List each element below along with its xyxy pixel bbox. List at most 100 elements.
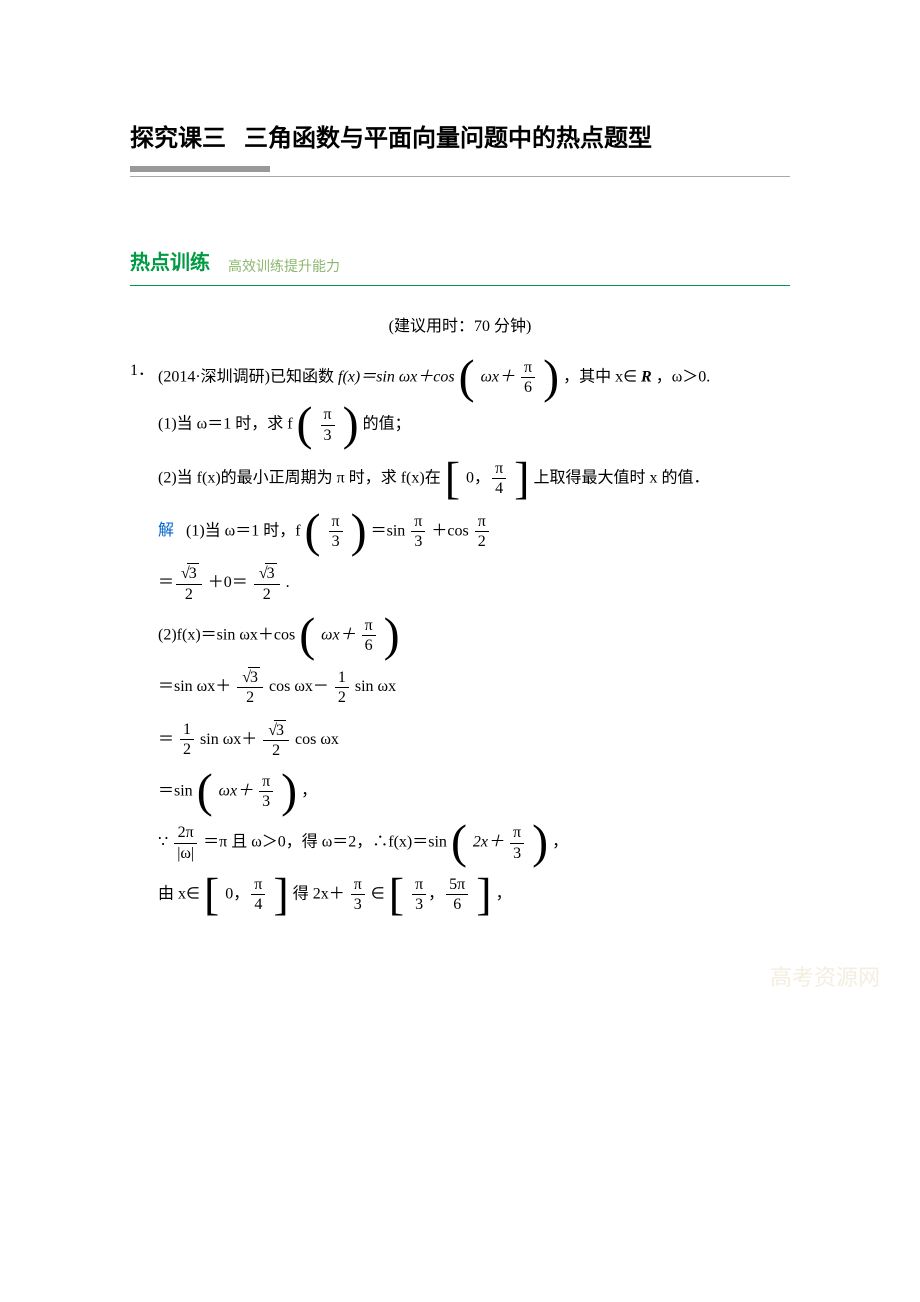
title-main: 三角函数与平面向量问题中的热点题型 <box>244 120 652 158</box>
watermark: 高考资源网 <box>770 960 880 995</box>
stem-b: ，其中 x∈ <box>563 368 637 385</box>
title-underline-thin <box>130 176 790 177</box>
denom: 3 <box>321 426 335 445</box>
sqrt-icon: 3 <box>266 720 286 740</box>
plus-zero: ＋0＝ <box>208 574 248 591</box>
section-label: 热点训练 <box>130 247 210 279</box>
paren-group: ( π 3 ) <box>305 512 367 551</box>
denom: 3 <box>259 792 273 811</box>
right-bracket-icon: ] <box>273 868 288 919</box>
problem-number: 1． <box>130 358 158 926</box>
frac-pi-3: π 3 <box>329 512 343 551</box>
bracket-group: [ 0， π 4 ] <box>445 459 530 498</box>
left-bracket-icon: [ <box>204 868 219 919</box>
period: . <box>286 574 290 591</box>
paren-inner: ωx＋ π 6 <box>479 358 539 397</box>
title-prefix: 探究课三 <box>130 120 226 158</box>
right-paren-icon: ) <box>384 608 400 661</box>
frac-pi-2: π 2 <box>475 512 489 551</box>
stem-c: ，ω＞0. <box>656 368 711 385</box>
denom: 2 <box>263 741 289 760</box>
right-bracket-icon: ] <box>514 452 529 503</box>
paren-group: ( ωx＋ π 6 ) <box>459 358 559 397</box>
numer: π <box>492 459 506 479</box>
frac-pi-3: π 3 <box>510 823 524 862</box>
numer: 3 <box>176 563 202 584</box>
paren-inner: 2x＋ π 3 <box>471 823 528 862</box>
paren-inner: ωx＋ π 3 <box>217 772 277 811</box>
paren-group: ( ωx＋ π 3 ) <box>197 772 297 811</box>
left-paren-icon: ( <box>297 398 313 451</box>
right-paren-icon: ) <box>532 816 548 869</box>
denom: 3 <box>329 532 343 551</box>
comma: ， <box>552 834 568 851</box>
paren-inner: ωx＋ π 6 <box>319 616 379 655</box>
sub-question-1: (1)当 ω＝1 时，求 f ( π 3 ) 的值； <box>158 405 790 444</box>
right-paren-icon: ) <box>281 764 297 817</box>
denom: 2 <box>176 585 202 604</box>
numer: π <box>412 875 426 895</box>
frac-pi-3: π 3 <box>411 512 425 551</box>
sinwx-plus: sin ωx＋ <box>200 730 257 747</box>
denom: 2 <box>475 532 489 551</box>
numer: π <box>411 512 425 532</box>
frac-pi-3: π 3 <box>351 875 365 914</box>
paren-group: ( ωx＋ π 6 ) <box>299 616 399 655</box>
stem-text: (2014·深圳调研)已知函数 <box>158 368 338 385</box>
problem-stem: (2014·深圳调研)已知函数 f(x)＝sin ωx＋cos ( ωx＋ π … <box>158 358 790 397</box>
numer: 3 <box>263 720 289 741</box>
fx-expr: f(x)＝sin ωx＋cos <box>338 368 455 385</box>
frac-sqrt3-2: 3 2 <box>237 667 263 707</box>
sub-question-2: (2)当 f(x)的最小正周期为 π 时，求 f(x)在 [ 0， π 4 ] … <box>158 459 790 498</box>
step4b: ＝π 且 ω＞0，得 ω＝2，∴f(x)＝sin <box>203 834 447 851</box>
section-header: 热点训练 高效训练提升能力 <box>130 247 790 279</box>
paren-group: ( π 3 ) <box>297 405 359 444</box>
by-x-in: 由 x∈ <box>158 885 200 902</box>
frac-pi-3: π 3 <box>259 772 273 811</box>
real-set: R <box>641 368 652 385</box>
zero: 0 <box>466 469 474 486</box>
paren-group: ( 2x＋ π 3 ) <box>451 823 548 862</box>
denom: 3 <box>351 895 365 914</box>
right-paren-icon: ) <box>343 398 359 451</box>
brk-inner: 0， π 4 <box>464 459 510 498</box>
frac-1-2: 1 2 <box>180 720 194 759</box>
sqrt-icon: 3 <box>257 563 277 583</box>
numer: 3 <box>237 667 263 688</box>
time-hint: (建议用时：70 分钟) <box>130 314 790 340</box>
title-underline-bar <box>130 166 270 172</box>
comma: ， <box>301 782 317 799</box>
solution-1b: ＝ 3 2 ＋0＝ 3 2 . <box>158 563 790 603</box>
denom: 2 <box>335 688 349 707</box>
denom: 3 <box>412 895 426 914</box>
sqrt-icon: 3 <box>240 667 260 687</box>
solution-2a: (2)f(x)＝sin ωx＋cos ( ωx＋ π 6 ) <box>158 616 790 655</box>
left-paren-icon: ( <box>459 350 475 403</box>
numer: 2π <box>174 823 197 843</box>
denom: 4 <box>492 479 506 498</box>
frac-pi-6: π 6 <box>362 616 376 655</box>
solution-2e: ∵ 2π |ω| ＝π 且 ω＞0，得 ω＝2，∴f(x)＝sin ( 2x＋ … <box>158 823 790 862</box>
in: ∈ <box>371 885 385 902</box>
radicand: 3 <box>187 563 199 583</box>
left-bracket-icon: [ <box>445 452 460 503</box>
paren-inner: π 3 <box>317 405 339 444</box>
plus-cos: ＋cos <box>431 522 472 539</box>
numer: π <box>475 512 489 532</box>
numer: π <box>321 405 335 425</box>
denom: 3 <box>411 532 425 551</box>
frac-2pi-w: 2π |ω| <box>174 823 197 862</box>
section-subtitle: 高效训练提升能力 <box>228 257 340 279</box>
denom: 3 <box>510 844 524 863</box>
section-underline <box>130 285 790 286</box>
denom: 4 <box>251 895 265 914</box>
left-paren-icon: ( <box>305 505 321 558</box>
bracket-group: [ π 3 ， 5π 6 ] <box>389 875 492 914</box>
denom: 2 <box>180 740 194 759</box>
numer: π <box>251 875 265 895</box>
problem-content: (2014·深圳调研)已知函数 f(x)＝sin ωx＋cos ( ωx＋ π … <box>158 358 790 926</box>
numer: π <box>259 772 273 792</box>
frac-pi-3: π 3 <box>321 405 335 444</box>
paren-inner: π 3 <box>325 512 347 551</box>
right-paren-icon: ) <box>351 505 367 558</box>
